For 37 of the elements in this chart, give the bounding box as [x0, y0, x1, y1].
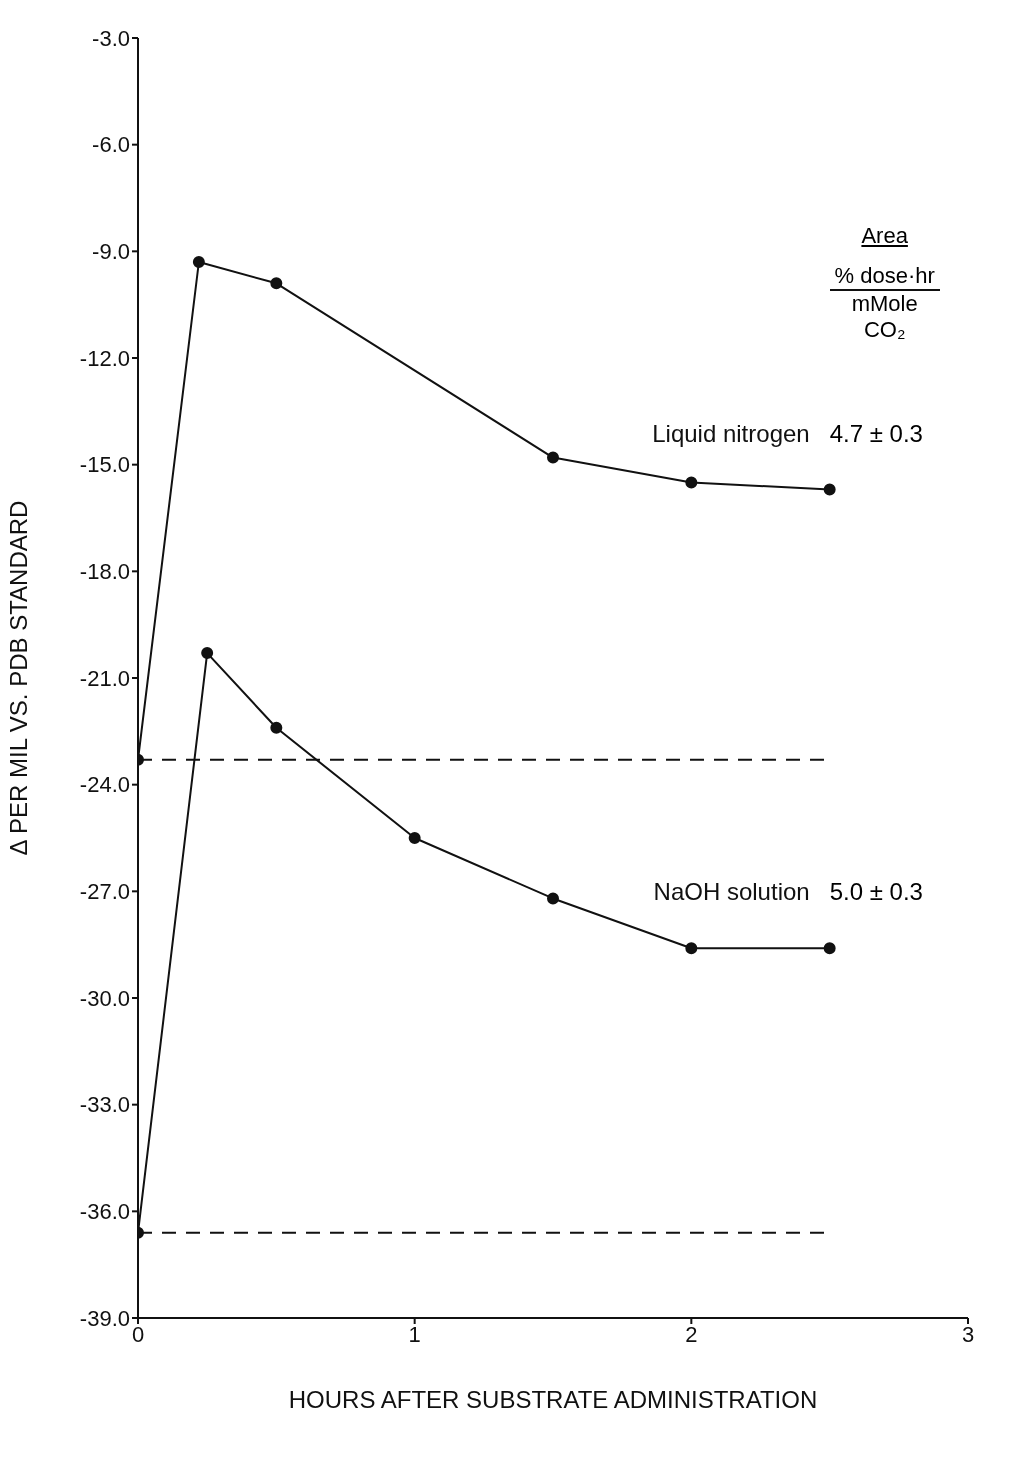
point: [408, 832, 421, 844]
y-tick-label: -27.0: [79, 879, 130, 905]
point: [823, 942, 836, 955]
y-tick-label: -30.0: [79, 985, 130, 1011]
y-axis-title: Δ PER MIL VS. PDB STANDARD: [4, 500, 32, 856]
point: [547, 451, 559, 464]
point: [547, 892, 559, 905]
y-tick-label: -39.0: [79, 1305, 130, 1331]
y-tick-label: -18.0: [79, 559, 130, 585]
annotation: Area: [860, 222, 909, 249]
series-label: NaOH solution: [653, 878, 810, 907]
y-tick-label: -24.0: [79, 772, 130, 798]
point: [823, 483, 836, 496]
x-tick-label: 2: [685, 1321, 698, 1347]
point: [685, 942, 698, 955]
annotation: % dose·hr: [829, 262, 940, 291]
y-tick-label: -6.0: [92, 132, 130, 158]
x-tick-label: 3: [961, 1321, 975, 1347]
point: [685, 476, 698, 489]
y-tick-label: -3.0: [92, 25, 130, 51]
x-tick-label: 0: [131, 1321, 145, 1347]
series-label: Liquid nitrogen: [652, 419, 810, 448]
x-tick-label: 1: [408, 1321, 421, 1347]
y-tick-label: -9.0: [92, 239, 130, 265]
annotation: 5.0 ± 0.3: [829, 878, 923, 907]
y-tick-label: -12.0: [79, 345, 130, 371]
annotation: mMole CO₂: [850, 290, 919, 343]
y-tick-label: -21.0: [79, 665, 130, 691]
y-tick-label: -15.0: [79, 452, 130, 478]
point: [192, 256, 205, 268]
annotation: 4.7 ± 0.3: [829, 419, 923, 448]
y-tick-label: -33.0: [79, 1092, 130, 1118]
point: [270, 277, 283, 290]
y-tick-label: -36.0: [79, 1199, 130, 1225]
point: [201, 647, 214, 660]
point: [270, 721, 283, 734]
x-axis-title: HOURS AFTER SUBSTRATE ADMINISTRATION: [288, 1386, 818, 1413]
